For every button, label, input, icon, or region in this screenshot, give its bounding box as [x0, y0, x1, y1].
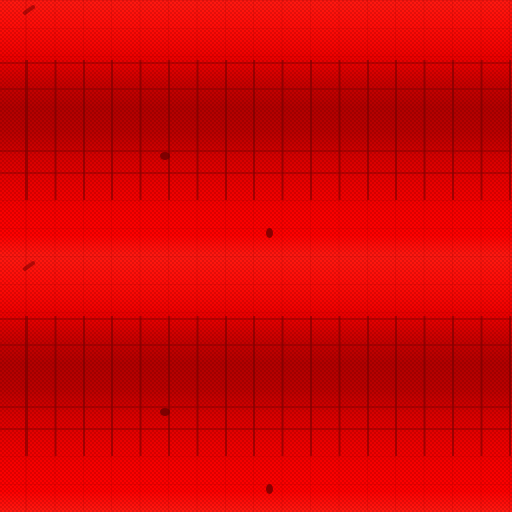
horizontal-line — [0, 88, 512, 90]
horizontal-line — [0, 62, 512, 64]
blemish-mark — [266, 484, 273, 494]
horizontal-line — [0, 344, 512, 346]
blemish-mark — [160, 152, 170, 160]
smudge-mark — [22, 260, 36, 272]
smudge-mark — [22, 4, 36, 16]
horizontal-line — [0, 172, 512, 174]
dither-overlay — [0, 0, 512, 256]
horizontal-line — [0, 406, 512, 408]
texture-tile — [0, 256, 512, 512]
horizontal-line — [0, 428, 512, 430]
blemish-mark — [160, 408, 170, 416]
texture-tile — [0, 0, 512, 256]
dither-overlay — [0, 256, 512, 512]
faint-grid — [0, 0, 512, 60]
horizontal-line — [0, 318, 512, 320]
blemish-mark — [266, 228, 273, 238]
vertical-ticks — [0, 316, 512, 456]
faint-grid — [0, 256, 512, 316]
faint-grid — [0, 456, 512, 512]
vertical-ticks — [0, 60, 512, 200]
horizontal-line — [0, 150, 512, 152]
faint-grid — [0, 200, 512, 256]
